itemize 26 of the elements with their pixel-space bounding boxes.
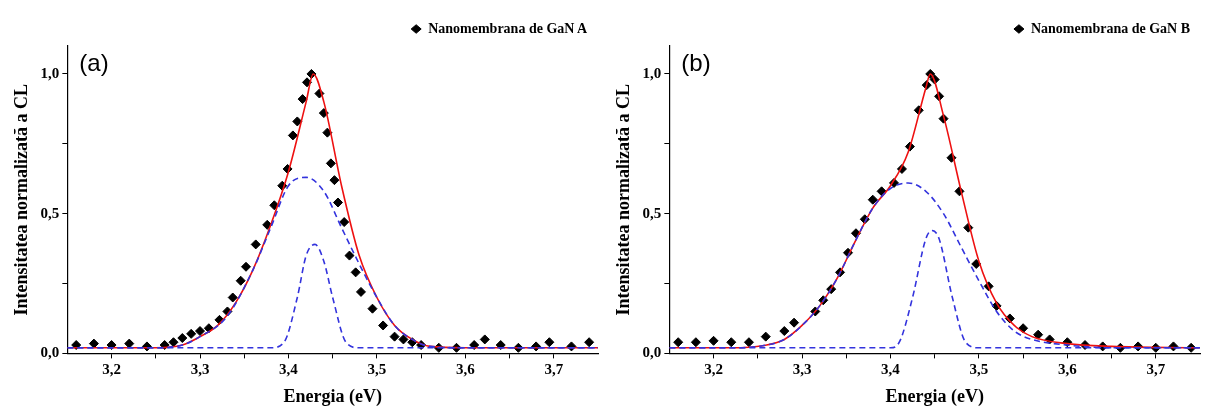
- x-axis-title: Energia (eV): [283, 385, 382, 407]
- y-tick-label: 0,0: [40, 344, 60, 361]
- legend-label: Nanomembrana de GaN A: [428, 20, 589, 36]
- x-tick-label: 3,6: [455, 361, 476, 378]
- legend-label: Nanomembrana de GaN B: [1030, 20, 1190, 36]
- annotation: (b): [681, 48, 711, 76]
- x-tick-label: 3,3: [190, 361, 210, 378]
- x-tick-label: 3,5: [969, 361, 989, 378]
- x-tick-label: 3,4: [279, 361, 299, 378]
- x-tick-label: 3,7: [544, 361, 564, 378]
- x-tick-label: 3,5: [367, 361, 387, 378]
- x-tick-label: 3,2: [102, 361, 121, 378]
- y-tick-label: 0,0: [642, 344, 662, 361]
- x-tick-label: 3,2: [704, 361, 723, 378]
- y-axis-title: Intensitatea normalizată a CL: [11, 83, 32, 316]
- x-axis-title: Energia (eV): [885, 385, 984, 407]
- annotation: (a): [79, 48, 109, 76]
- y-tick-label: 0,5: [642, 204, 662, 221]
- x-tick-label: 3,3: [792, 361, 812, 378]
- x-tick-label: 3,4: [881, 361, 901, 378]
- y-axis-title: Intensitatea normalizată a CL: [613, 83, 634, 316]
- y-tick-label: 1,0: [642, 64, 662, 81]
- x-tick-label: 3,6: [1057, 361, 1078, 378]
- y-tick-label: 0,5: [40, 204, 60, 221]
- y-tick-label: 1,0: [40, 64, 60, 81]
- x-tick-label: 3,7: [1146, 361, 1166, 378]
